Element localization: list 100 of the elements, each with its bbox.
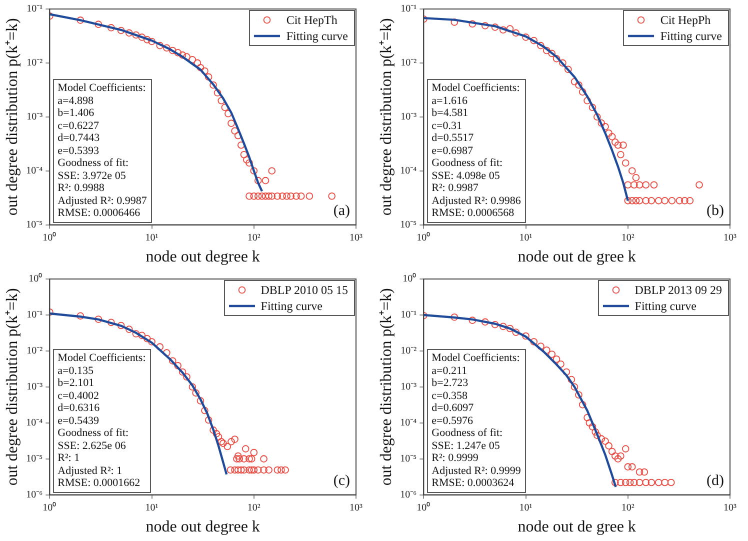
annotation: Adjusted R²: 0.9999 bbox=[432, 464, 521, 478]
y-tick-label: 10⁻⁵ bbox=[400, 219, 417, 230]
annotation: SSE: 2.625e 06 bbox=[58, 440, 127, 452]
y-tick-label: 10⁻¹ bbox=[26, 4, 43, 15]
x-tick-label: 10¹ bbox=[519, 502, 532, 514]
annotation: (c) bbox=[333, 472, 350, 490]
x-tick-label: 10³ bbox=[350, 502, 362, 514]
annotation: SSE: 4.098e 05 bbox=[432, 170, 501, 182]
x-tick-label: 10⁰ bbox=[42, 231, 57, 244]
annotation: RMSE: 0.0006466 bbox=[58, 207, 142, 220]
annotation: Model Coefficients: bbox=[58, 82, 147, 95]
annotation: Adjusted R²: 1 bbox=[58, 464, 124, 478]
y-tick-label: 10⁻⁴ bbox=[400, 417, 418, 428]
y-axis-title: out degree distribution p(k⁺=k) bbox=[4, 288, 21, 486]
annotation: d=0.5517 bbox=[432, 132, 475, 145]
x-tick-label: 10² bbox=[621, 232, 634, 244]
y-tick-label: 10⁻⁵ bbox=[26, 453, 43, 464]
annotation: e=0.6987 bbox=[432, 144, 474, 158]
y-tick-label: 10⁻⁴ bbox=[26, 417, 44, 428]
y-axis-title: out degree distribution p(k⁺=k) bbox=[378, 288, 395, 486]
annotation: (a) bbox=[333, 202, 350, 220]
annotation: c=0.31 bbox=[432, 120, 464, 132]
y-tick-label: 10⁻⁴ bbox=[400, 165, 418, 176]
annotation: Model Coefficients: bbox=[432, 352, 521, 365]
annotation: d=0.6316 bbox=[58, 402, 101, 415]
annotation: e=0.5393 bbox=[58, 144, 100, 158]
x-axis-title: node out degree k bbox=[146, 518, 260, 536]
x-tick-label: 10¹ bbox=[145, 232, 158, 244]
y-tick-label: 10⁻⁶ bbox=[400, 489, 418, 500]
x-tick-label: 10² bbox=[621, 502, 634, 514]
annotation: d=0.7443 bbox=[58, 132, 101, 145]
y-tick-label: 10⁰ bbox=[28, 272, 43, 285]
y-tick-label: 10⁻² bbox=[26, 346, 43, 357]
annotation: c=0.6227 bbox=[58, 120, 100, 132]
annotation: Goodness of fit: bbox=[58, 157, 130, 170]
annotation: b=2.723 bbox=[432, 377, 470, 390]
legend-label: DBLP 2010 05 15 bbox=[260, 282, 348, 298]
annotation: a=0.135 bbox=[58, 364, 95, 378]
x-tick-label: 10⁰ bbox=[416, 231, 431, 244]
annotation: Adjusted R²: 0.9987 bbox=[58, 194, 147, 208]
y-axis-title: out degree distribution p(k⁺=k) bbox=[378, 18, 395, 216]
legend-label: Fitting curve bbox=[286, 28, 348, 44]
y-tick-label: 10⁻³ bbox=[400, 112, 417, 123]
legend-label: Cit HepTh bbox=[286, 12, 338, 28]
annotation: R²: 0.9999 bbox=[432, 452, 480, 465]
y-tick-label: 10⁻⁴ bbox=[26, 165, 44, 176]
annotation: Goodness of fit: bbox=[58, 427, 130, 440]
annotation: b=4.581 bbox=[432, 107, 470, 120]
annotation: e=0.5976 bbox=[432, 414, 474, 428]
x-tick-label: 10³ bbox=[724, 232, 736, 244]
annotation: RMSE: 0.0001662 bbox=[58, 477, 142, 490]
annotation: Model Coefficients: bbox=[432, 82, 521, 95]
y-tick-label: 10⁻² bbox=[400, 58, 417, 69]
x-tick-label: 10¹ bbox=[519, 232, 532, 244]
annotation: c=0.358 bbox=[432, 390, 469, 402]
annotation: Adjusted R²: 0.9986 bbox=[432, 194, 521, 208]
annotation: a=1.616 bbox=[432, 94, 469, 108]
x-axis-title: node out de gree k bbox=[518, 518, 636, 536]
y-tick-label: 10⁻¹ bbox=[26, 310, 43, 321]
annotation: (d) bbox=[706, 472, 724, 490]
x-tick-label: 10⁰ bbox=[416, 501, 431, 514]
annotation: b=1.406 bbox=[58, 107, 96, 120]
annotation: RMSE: 0.0003624 bbox=[432, 477, 516, 490]
annotation: b=2.101 bbox=[58, 377, 96, 390]
y-axis-title: out degree distribution p(k⁺=k) bbox=[4, 18, 21, 216]
y-tick-label: 10⁻⁵ bbox=[26, 219, 43, 230]
annotation: R²: 0.9988 bbox=[58, 182, 106, 195]
annotation: Goodness of fit: bbox=[432, 157, 504, 170]
annotation: d=0.6097 bbox=[432, 402, 475, 415]
y-tick-label: 10⁻¹ bbox=[400, 4, 417, 15]
y-tick-label: 10⁻⁶ bbox=[26, 489, 44, 500]
annotation: Goodness of fit: bbox=[432, 427, 504, 440]
legend-label: Cit HepPh bbox=[660, 12, 711, 28]
legend-label: Fitting curve bbox=[260, 298, 322, 314]
annotation: e=0.5439 bbox=[58, 414, 100, 428]
annotation: (b) bbox=[706, 202, 724, 220]
y-tick-label: 10⁻³ bbox=[400, 382, 417, 393]
x-tick-label: 10² bbox=[247, 232, 260, 244]
y-tick-label: 10⁻³ bbox=[26, 382, 43, 393]
legend-label: DBLP 2013 09 29 bbox=[634, 282, 722, 298]
annotation: SSE: 3.972e 05 bbox=[58, 170, 127, 182]
annotation: a=0.211 bbox=[432, 364, 468, 378]
annotation: R²: 0.9987 bbox=[432, 182, 480, 195]
y-tick-label: 10⁻³ bbox=[26, 112, 43, 123]
y-tick-label: 10⁻⁵ bbox=[400, 453, 417, 464]
annotation: c=0.4002 bbox=[58, 390, 100, 402]
annotation: a=4.898 bbox=[58, 94, 95, 108]
x-tick-label: 10² bbox=[247, 502, 260, 514]
annotation: RMSE: 0.0006568 bbox=[432, 207, 516, 220]
annotation: SSE: 1.247e 05 bbox=[432, 440, 501, 452]
x-tick-label: 10³ bbox=[350, 232, 362, 244]
y-tick-label: 10⁻² bbox=[400, 346, 417, 357]
y-tick-label: 10⁻² bbox=[26, 58, 43, 69]
x-axis-title: node out de gree k bbox=[518, 248, 636, 266]
y-tick-label: 10⁻¹ bbox=[400, 310, 417, 321]
x-tick-label: 10¹ bbox=[145, 502, 158, 514]
x-axis-title: node out degree k bbox=[146, 248, 260, 266]
annotation: Model Coefficients: bbox=[58, 352, 146, 365]
y-tick-label: 10⁰ bbox=[402, 272, 417, 285]
legend-label: Fitting curve bbox=[660, 28, 722, 44]
